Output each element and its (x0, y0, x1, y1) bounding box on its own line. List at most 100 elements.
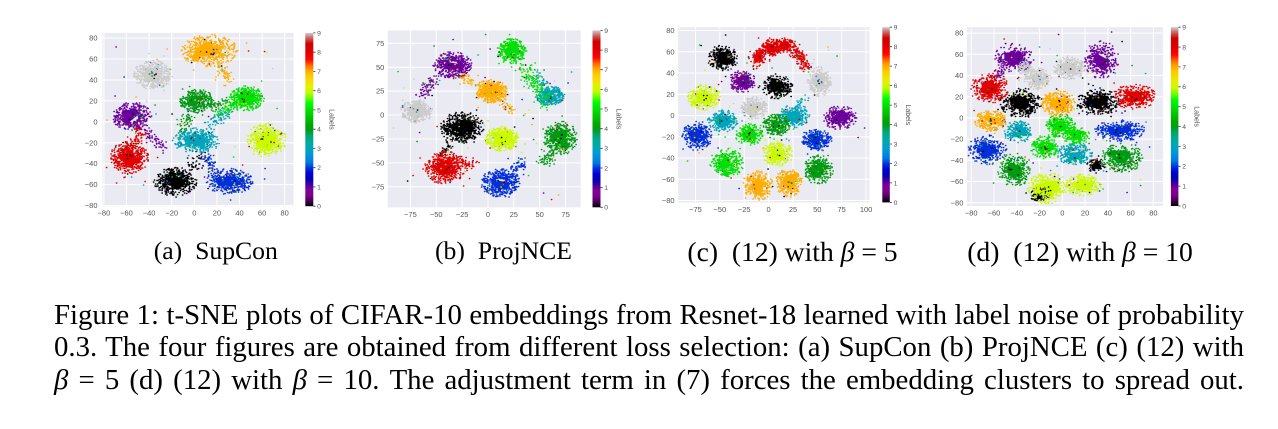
svg-text:40: 40 (1104, 209, 1112, 218)
svg-text:−40: −40 (1010, 209, 1023, 218)
svg-text:8: 8 (894, 44, 898, 51)
svg-text:−20: −20 (662, 132, 675, 141)
svg-text:1: 1 (604, 185, 608, 192)
svg-text:80: 80 (666, 26, 674, 35)
svg-text:0: 0 (959, 114, 963, 123)
svg-text:80: 80 (89, 34, 97, 43)
svg-text:4: 4 (1182, 124, 1186, 131)
svg-text:25: 25 (376, 87, 384, 96)
svg-text:50: 50 (813, 205, 821, 214)
svg-text:−25: −25 (738, 205, 751, 214)
svg-text:−20: −20 (951, 135, 964, 144)
svg-text:Labels: Labels (1192, 106, 1199, 127)
svg-text:Labels: Labels (615, 109, 622, 130)
svg-text:1: 1 (894, 180, 898, 187)
svg-text:4: 4 (317, 127, 321, 134)
svg-text:Labels: Labels (904, 104, 911, 125)
svg-text:2: 2 (1182, 164, 1186, 171)
svg-text:−75: −75 (372, 182, 385, 191)
svg-text:9: 9 (317, 30, 321, 37)
svg-text:40: 40 (955, 71, 963, 80)
svg-text:0: 0 (93, 117, 97, 126)
svg-text:3: 3 (894, 141, 898, 148)
svg-text:2: 2 (317, 165, 321, 172)
svg-text:7: 7 (317, 69, 321, 76)
svg-text:2: 2 (894, 161, 898, 168)
svg-text:−80: −80 (85, 201, 98, 210)
svg-text:3: 3 (604, 146, 608, 153)
svg-text:5: 5 (604, 106, 608, 113)
svg-text:0: 0 (317, 204, 321, 211)
svg-text:40: 40 (235, 209, 243, 218)
svg-text:0: 0 (486, 210, 490, 219)
svg-text:20: 20 (89, 97, 97, 106)
svg-text:20: 20 (1081, 209, 1089, 218)
svg-text:60: 60 (955, 50, 963, 59)
svg-text:8: 8 (604, 48, 608, 55)
svg-text:0: 0 (767, 205, 771, 214)
svg-text:−80: −80 (951, 198, 964, 207)
svg-text:−60: −60 (951, 177, 964, 186)
svg-text:0: 0 (1182, 203, 1186, 210)
svg-text:−60: −60 (85, 180, 98, 189)
svg-text:−80: −80 (98, 209, 111, 218)
svg-text:−75: −75 (404, 210, 417, 219)
svg-text:80: 80 (281, 209, 289, 218)
svg-text:−40: −40 (85, 159, 98, 168)
svg-text:−20: −20 (85, 138, 98, 147)
svg-text:−60: −60 (662, 175, 675, 184)
svg-text:0: 0 (1060, 209, 1064, 218)
svg-text:25: 25 (510, 210, 518, 219)
svg-text:25: 25 (789, 205, 797, 214)
svg-text:−80: −80 (662, 196, 675, 205)
svg-text:−60: −60 (120, 209, 133, 218)
svg-text:80: 80 (1149, 209, 1157, 218)
svg-text:Labels: Labels (327, 109, 334, 130)
svg-text:6: 6 (317, 88, 321, 95)
svg-text:−60: −60 (988, 209, 1001, 218)
svg-text:60: 60 (1127, 209, 1135, 218)
svg-text:2: 2 (604, 165, 608, 172)
svg-text:9: 9 (1182, 25, 1186, 32)
svg-text:40: 40 (666, 69, 674, 78)
svg-text:20: 20 (955, 92, 963, 101)
svg-text:4: 4 (894, 122, 898, 129)
svg-text:−80: −80 (965, 209, 978, 218)
svg-text:6: 6 (604, 87, 608, 94)
svg-text:−25: −25 (456, 210, 469, 219)
svg-text:1: 1 (317, 184, 321, 191)
svg-text:100: 100 (860, 205, 873, 214)
svg-text:7: 7 (604, 67, 608, 74)
svg-text:3: 3 (317, 146, 321, 153)
svg-text:5: 5 (317, 107, 321, 114)
svg-text:6: 6 (894, 83, 898, 90)
svg-text:1: 1 (1182, 184, 1186, 191)
svg-text:40: 40 (89, 76, 97, 85)
svg-text:−20: −20 (1033, 209, 1046, 218)
svg-text:0: 0 (192, 209, 196, 218)
svg-text:20: 20 (666, 90, 674, 99)
svg-text:7: 7 (1182, 64, 1186, 71)
svg-text:60: 60 (666, 47, 674, 56)
svg-text:60: 60 (258, 209, 266, 218)
svg-text:5: 5 (894, 103, 898, 110)
svg-text:−40: −40 (662, 154, 675, 163)
svg-text:80: 80 (955, 29, 963, 38)
svg-text:75: 75 (376, 39, 384, 48)
svg-text:−50: −50 (713, 205, 726, 214)
svg-text:−40: −40 (143, 209, 156, 218)
svg-text:9: 9 (894, 25, 898, 32)
svg-text:0: 0 (604, 205, 608, 212)
svg-text:75: 75 (561, 210, 569, 219)
svg-text:7: 7 (894, 64, 898, 71)
svg-text:6: 6 (1182, 84, 1186, 91)
svg-text:−40: −40 (951, 156, 964, 165)
svg-text:60: 60 (89, 55, 97, 64)
svg-text:4: 4 (604, 126, 608, 133)
svg-text:−25: −25 (372, 135, 385, 144)
svg-text:50: 50 (376, 63, 384, 72)
svg-text:50: 50 (536, 210, 544, 219)
svg-text:0: 0 (380, 111, 384, 120)
svg-text:9: 9 (604, 28, 608, 35)
svg-text:0: 0 (894, 200, 898, 207)
